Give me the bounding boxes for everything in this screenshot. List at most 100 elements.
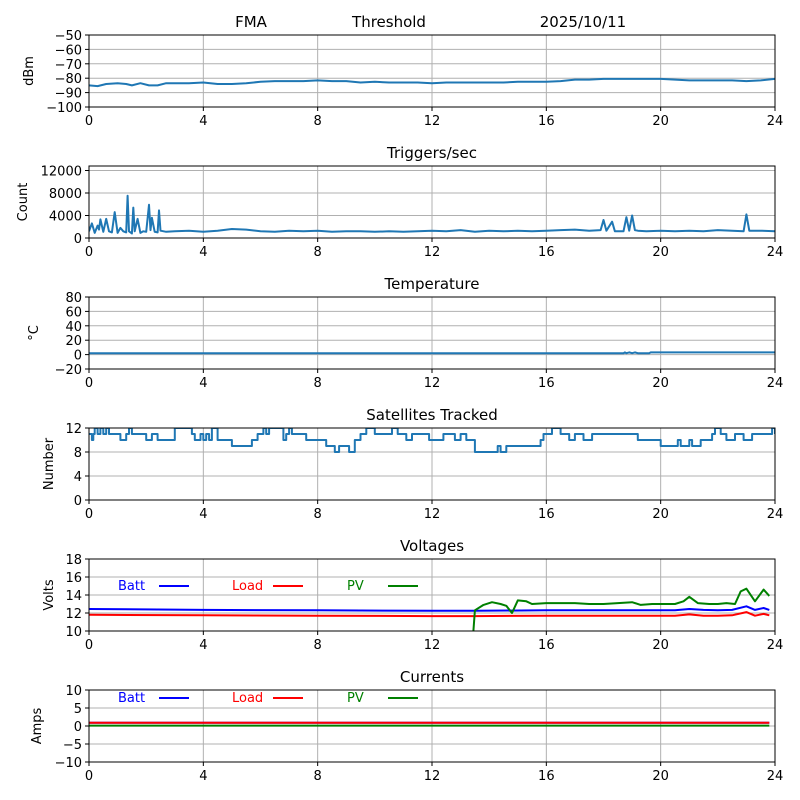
- y-tick-label: 4: [74, 470, 82, 485]
- x-tick-label: 8: [314, 638, 322, 653]
- x-tick-label: 24: [767, 245, 784, 260]
- x-tick-label: 16: [538, 769, 555, 784]
- y-tick-label: 10: [65, 625, 82, 640]
- series-line-temperature: [89, 351, 775, 355]
- x-tick-label: 0: [85, 769, 93, 784]
- y-tick-label: 5: [74, 702, 82, 717]
- x-tick-label: 4: [199, 507, 207, 522]
- y-tick-label: −20: [55, 363, 82, 378]
- y-tick-label: −60: [55, 43, 82, 58]
- x-tick-label: 4: [199, 376, 207, 391]
- x-tick-label: 20: [652, 245, 669, 260]
- y-tick-label: 60: [65, 305, 82, 320]
- y-tick-label: 0: [74, 494, 82, 509]
- x-tick-label: 8: [314, 769, 322, 784]
- y-tick-label: 12: [65, 422, 82, 437]
- panel-title: Temperature: [383, 275, 479, 293]
- series-line-satellites: [89, 428, 775, 453]
- y-tick-label: 80: [65, 291, 82, 306]
- series-line-load: [89, 611, 770, 618]
- x-tick-label: 8: [314, 114, 322, 129]
- legend-label-load: Load: [232, 579, 263, 594]
- header-mode: Threshold: [351, 13, 426, 31]
- y-axis-label: °C: [27, 325, 42, 341]
- panel-currents: Currents 0 4 8 12 16 20 24 10 5 0 −5 −10 Amps Batt Load…: [30, 668, 783, 784]
- legend-label-pv: PV: [347, 691, 364, 706]
- x-tick-label: 16: [538, 376, 555, 391]
- header-date: 2025/10/11: [540, 13, 626, 31]
- legend-label-batt: Batt: [118, 691, 145, 706]
- x-tick-label: 24: [767, 114, 784, 129]
- y-tick-label: 10: [65, 684, 82, 699]
- y-axis-label: Volts: [42, 579, 57, 611]
- series-line-pv: [472, 587, 771, 631]
- x-tick-label: 0: [85, 114, 93, 129]
- x-tick-label: 12: [424, 245, 441, 260]
- x-tick-label: 12: [424, 769, 441, 784]
- series-line-signal: [89, 77, 775, 88]
- x-tick-label: 20: [652, 114, 669, 129]
- x-tick-label: 8: [314, 245, 322, 260]
- x-tick-label: 20: [652, 376, 669, 391]
- x-tick-label: 16: [538, 638, 555, 653]
- panel-signal-level: 0 4 8 12 16 20 24 −50−60−70−80−90−100 dBm: [22, 29, 783, 129]
- y-tick-label: −5: [63, 738, 82, 753]
- y-tick-label: 16: [65, 571, 82, 586]
- panel-triggers: Triggers/sec 0 4 8 12 16 20 24 12000 8000 4000 0 Cou…: [16, 144, 783, 260]
- y-tick-label: −90: [55, 87, 82, 102]
- y-axis-label: Amps: [30, 707, 45, 744]
- x-tick-label: 16: [538, 507, 555, 522]
- y-axis-label: Number: [42, 437, 57, 490]
- x-tick-label: 20: [652, 638, 669, 653]
- panel-voltages: Voltages 0 4 8 12 16 20 24 18 16 14 12 10 Volts Batt Lo…: [42, 537, 783, 653]
- y-axis-label: dBm: [22, 56, 37, 86]
- panel-title: Satellites Tracked: [366, 406, 497, 424]
- x-tick-label: 20: [652, 769, 669, 784]
- x-tick-label: 12: [424, 376, 441, 391]
- legend-label-pv: PV: [347, 579, 364, 594]
- x-tick-label: 12: [424, 638, 441, 653]
- x-tick-label: 0: [85, 638, 93, 653]
- x-tick-label: 12: [424, 114, 441, 129]
- y-tick-label: −50: [55, 29, 82, 44]
- x-tick-label: 4: [199, 114, 207, 129]
- y-tick-label: 0: [74, 349, 82, 364]
- x-tick-label: 0: [85, 245, 93, 260]
- y-tick-label: −80: [55, 72, 82, 87]
- x-tick-label: 8: [314, 376, 322, 391]
- panel-satellites: Satellites Tracked 0 4 8 12 16 20 24 12 8 4 0 Number: [42, 406, 783, 522]
- series-line-batt: [89, 605, 770, 612]
- x-tick-label: 12: [424, 507, 441, 522]
- x-tick-label: 24: [767, 769, 784, 784]
- y-tick-label: 0: [74, 720, 82, 735]
- legend-label-batt: Batt: [118, 579, 145, 594]
- header-station: FMA: [235, 13, 268, 31]
- y-tick-label: 18: [65, 553, 82, 568]
- panel-title: Currents: [400, 668, 464, 686]
- panel-title: Voltages: [400, 537, 464, 555]
- x-tick-label: 16: [538, 114, 555, 129]
- y-tick-label: 12000: [41, 165, 82, 180]
- x-tick-label: 20: [652, 507, 669, 522]
- x-tick-label: 4: [199, 638, 207, 653]
- y-tick-label: 8: [74, 446, 82, 461]
- y-tick-label: 40: [65, 320, 82, 335]
- y-tick-label: 4000: [49, 210, 82, 225]
- x-tick-label: 24: [767, 638, 784, 653]
- y-tick-label: 20: [65, 334, 82, 349]
- x-tick-label: 4: [199, 769, 207, 784]
- x-tick-label: 8: [314, 507, 322, 522]
- series-line-triggers: [89, 194, 775, 235]
- y-axis-label: Count: [16, 183, 31, 222]
- x-tick-label: 16: [538, 245, 555, 260]
- y-tick-label: −10: [55, 756, 82, 771]
- y-tick-label: 14: [65, 589, 82, 604]
- y-tick-label: −70: [55, 58, 82, 73]
- x-tick-label: 4: [199, 245, 207, 260]
- x-tick-label: 24: [767, 507, 784, 522]
- panel-title: Triggers/sec: [386, 144, 477, 162]
- y-tick-label: 8000: [49, 187, 82, 202]
- legend-label-load: Load: [232, 691, 263, 706]
